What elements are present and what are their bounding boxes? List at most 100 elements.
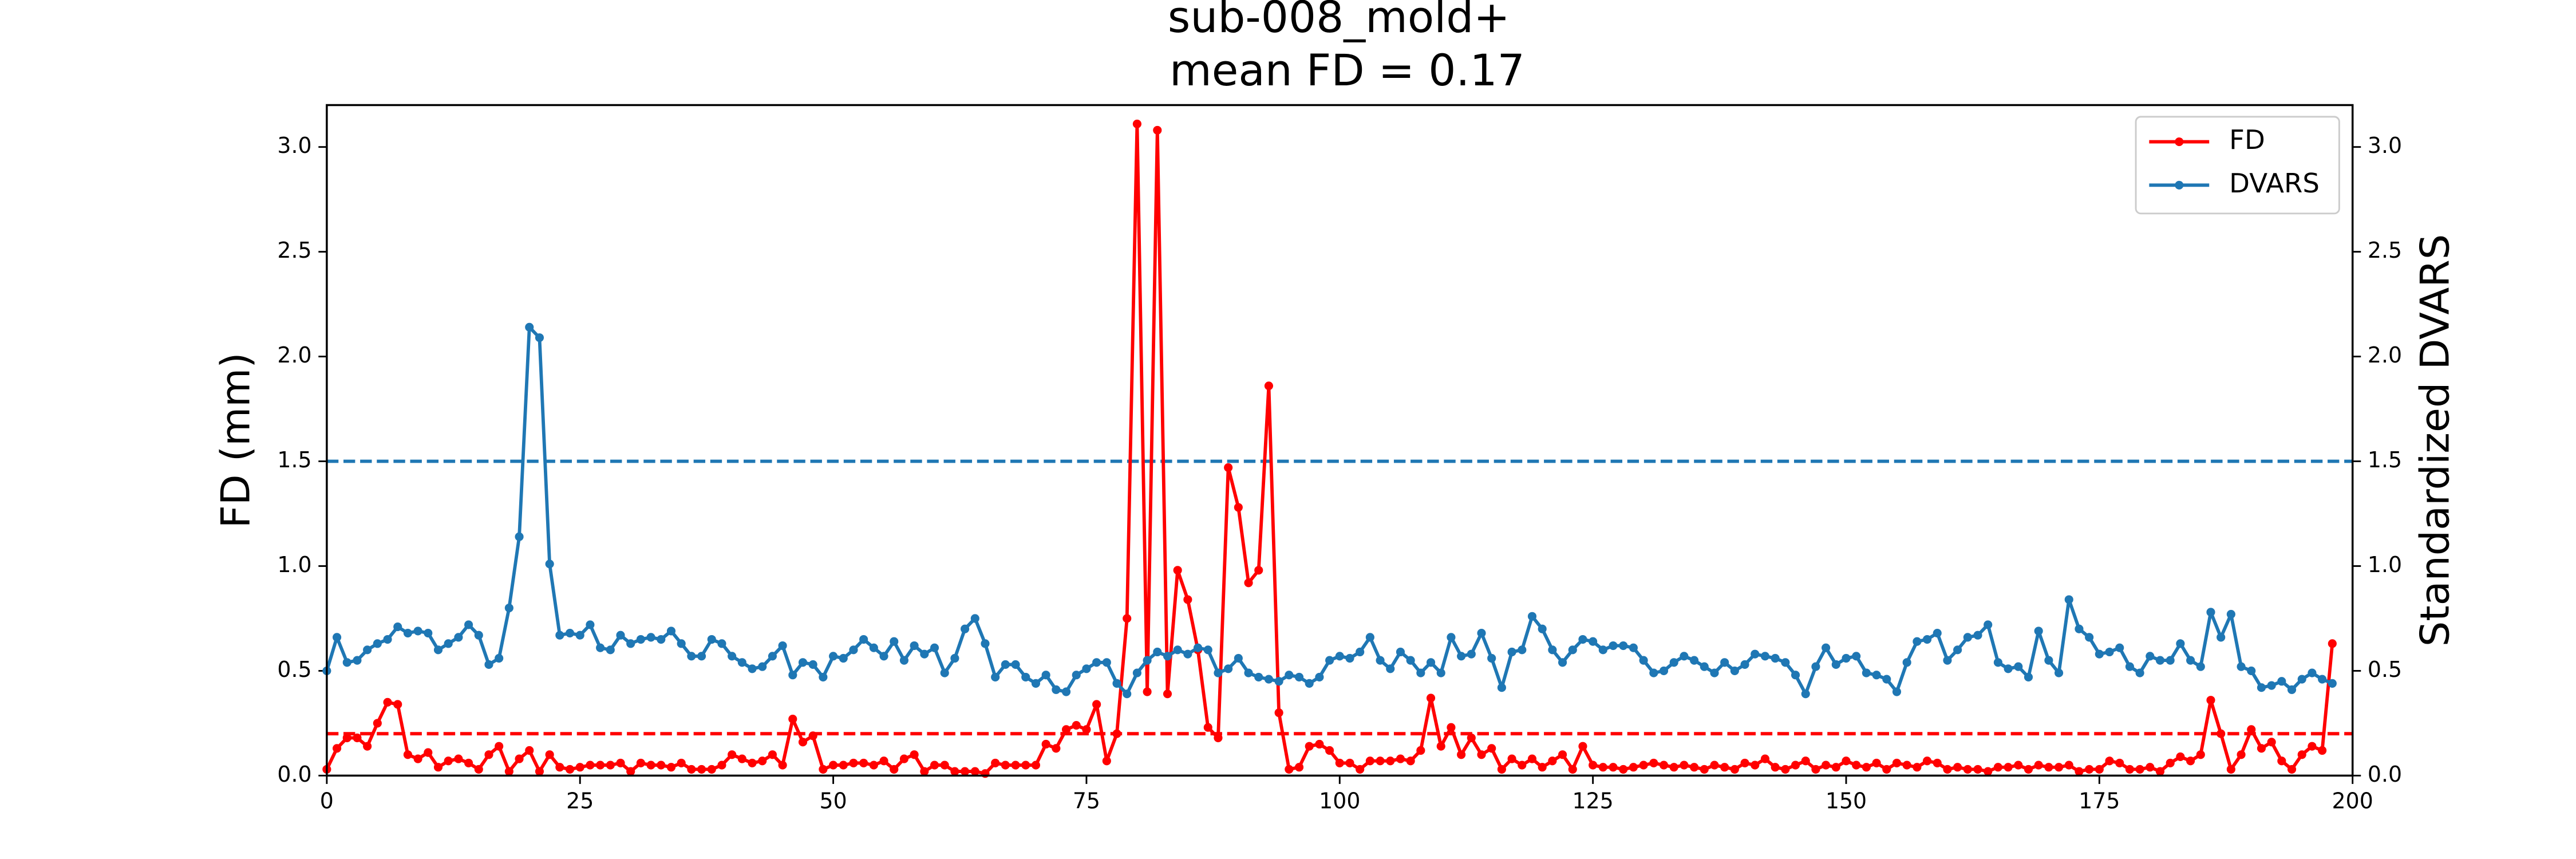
data-point <box>525 746 534 755</box>
data-point <box>1690 763 1699 772</box>
data-point <box>1518 645 1527 655</box>
data-point <box>707 635 716 644</box>
data-point <box>657 635 666 644</box>
data-point <box>697 765 706 774</box>
x-tick-label: 150 <box>1826 788 1867 813</box>
data-point <box>1589 637 1598 646</box>
data-point <box>1811 765 1820 774</box>
data-point <box>596 643 605 652</box>
data-point <box>1791 761 1800 770</box>
data-point <box>2105 756 2114 766</box>
data-point <box>555 631 564 640</box>
data-point <box>1619 765 1628 774</box>
data-point <box>2055 763 2064 772</box>
data-point <box>1639 656 1648 665</box>
data-point <box>2095 649 2104 659</box>
data-point <box>1011 761 1020 770</box>
data-point <box>920 767 929 776</box>
data-point <box>1791 671 1800 680</box>
data-point <box>1882 765 1891 774</box>
data-point <box>1669 763 1678 772</box>
data-point <box>657 761 666 770</box>
data-point <box>1173 566 1182 575</box>
data-point <box>1740 660 1749 669</box>
data-point <box>1396 647 1405 657</box>
data-point <box>2196 662 2205 671</box>
data-point <box>1436 668 1445 677</box>
data-point <box>2237 750 2246 759</box>
data-point <box>1041 671 1050 680</box>
data-point <box>717 761 726 770</box>
data-point <box>1061 725 1071 734</box>
data-point <box>859 635 868 644</box>
data-point <box>899 754 909 763</box>
data-point <box>1264 381 1274 391</box>
data-point <box>1649 668 1658 677</box>
data-point <box>2308 742 2317 751</box>
x-tick-label: 75 <box>1073 788 1100 813</box>
data-point <box>636 635 645 644</box>
data-point <box>2105 647 2114 657</box>
data-point <box>2206 696 2215 705</box>
data-point <box>1153 125 1162 135</box>
data-point <box>1507 754 1516 763</box>
data-point <box>1822 643 1831 652</box>
data-point <box>717 639 726 648</box>
data-point <box>606 645 615 655</box>
data-point <box>788 671 797 680</box>
data-point <box>1376 656 1385 665</box>
data-point <box>829 652 838 661</box>
data-point <box>535 333 544 342</box>
data-point <box>1305 679 1314 688</box>
data-point <box>1548 645 1557 655</box>
data-point <box>586 620 595 629</box>
data-point <box>788 715 797 724</box>
data-point <box>1720 763 1729 772</box>
y-tick-label: 0.0 <box>277 762 311 787</box>
data-point <box>2014 761 2023 770</box>
data-point <box>545 559 554 569</box>
data-point <box>1345 758 1354 767</box>
data-point <box>849 758 858 767</box>
data-point <box>1244 578 1253 588</box>
data-point <box>1892 758 1902 767</box>
data-point <box>363 645 372 655</box>
data-point <box>1943 656 1952 665</box>
data-point <box>1092 658 1101 667</box>
data-point <box>1639 761 1648 770</box>
data-point <box>596 761 605 770</box>
data-point <box>495 742 504 751</box>
data-point <box>1720 658 1729 667</box>
x-tick-label: 0 <box>320 788 334 813</box>
data-point <box>1335 652 1344 661</box>
data-point <box>2095 765 2104 774</box>
data-point <box>1406 756 1415 766</box>
data-point <box>575 763 584 772</box>
data-point <box>778 641 787 651</box>
data-point <box>1984 620 1993 629</box>
data-point <box>1659 761 1669 770</box>
data-point <box>424 628 433 638</box>
data-point <box>1264 675 1274 684</box>
x-tick-label: 25 <box>566 788 594 813</box>
data-point <box>1872 758 1881 767</box>
data-point <box>1183 649 1192 659</box>
data-point <box>1426 693 1436 703</box>
data-point <box>1356 647 1365 657</box>
data-point <box>342 733 351 743</box>
data-point <box>1041 739 1050 749</box>
data-point <box>2155 767 2165 776</box>
data-point <box>1922 635 1932 644</box>
data-point <box>1943 765 1952 774</box>
data-point <box>1822 761 1831 770</box>
data-point <box>961 767 970 776</box>
data-point <box>748 758 757 767</box>
data-point <box>1801 756 1810 766</box>
data-point <box>1254 566 1263 575</box>
data-point <box>444 639 453 648</box>
data-point <box>849 645 858 655</box>
y2-tick-label: 0.5 <box>2368 657 2402 682</box>
data-point <box>1396 754 1405 763</box>
data-point <box>2044 763 2053 772</box>
